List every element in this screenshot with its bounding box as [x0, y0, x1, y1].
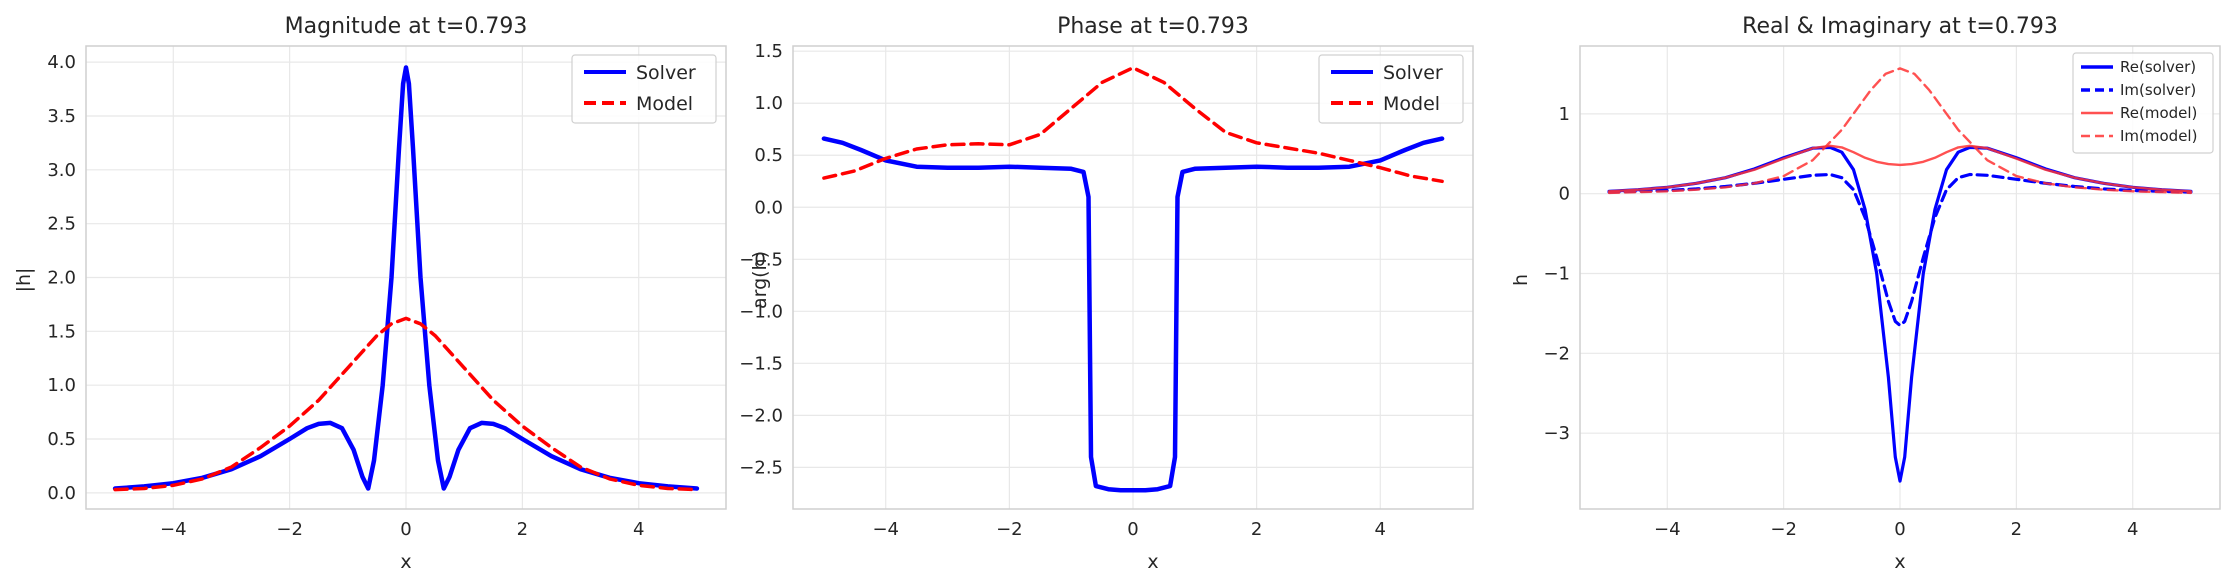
phase-x-tick-label: −4 [872, 519, 899, 540]
real-imag-panel: Real & Imaginary at t=0.793 x h −3 −2 −1 0 1… [1510, 14, 2221, 573]
real-imag-x-tick-label: 0 [1894, 519, 1905, 540]
magnitude-legend: Solver Model [571, 54, 717, 124]
real-imag-y-ticks: −3 −2 −1 0 1 [1543, 104, 1570, 444]
phase-y-tick-label: 0.0 [754, 197, 783, 218]
real-imag-y-tick-label: −2 [1543, 343, 1570, 364]
real-imag-series-re-model [1607, 144, 2193, 193]
phase-grid [793, 46, 1473, 509]
magnitude-series-model [113, 316, 699, 492]
magnitude-y-tick-label: 0.0 [47, 483, 76, 504]
phase-lines [821, 66, 1445, 493]
magnitude-y-tick-label: 1.5 [47, 321, 76, 342]
phase-x-tick-label: 4 [1375, 519, 1386, 540]
magnitude-y-tick-label: 3.0 [47, 160, 76, 181]
phase-y-tick-label: −1.5 [739, 353, 783, 374]
real-imag-legend-im-solver-label: Im(solver) [2120, 81, 2196, 99]
phase-y-tick-label: 1.0 [754, 93, 783, 114]
phase-x-tick-label: −2 [996, 519, 1023, 540]
real-imag-legend-re-solver-label: Re(solver) [2120, 58, 2196, 76]
phase-x-ticks: −4 −2 0 2 4 [872, 519, 1386, 540]
magnitude-x-tick-label: 4 [633, 519, 644, 540]
phase-title: Phase at t=0.793 [1057, 14, 1249, 39]
real-imag-legend-im-model-label: Im(model) [2120, 127, 2197, 145]
magnitude-x-tick-label: 0 [400, 519, 411, 540]
real-imag-legend-box [2072, 52, 2214, 154]
magnitude-legend-model-label: Model [636, 93, 693, 115]
real-imag-x-ticks: −4 −2 0 2 4 [1654, 519, 2138, 540]
phase-frame [792, 45, 1474, 510]
real-imag-xlabel: x [1894, 551, 1905, 573]
real-imag-x-tick-label: −4 [1654, 519, 1681, 540]
magnitude-x-tick-label: 2 [517, 519, 528, 540]
phase-legend-solver-label: Solver [1383, 62, 1443, 84]
magnitude-y-tick-label: 4.0 [47, 52, 76, 73]
phase-series-solver [821, 136, 1445, 493]
magnitude-y-ticks: 0.0 0.5 1.0 1.5 2.0 2.5 3.0 3.5 4.0 [47, 52, 76, 504]
phase-y-tick-label: −1.0 [739, 301, 783, 322]
magnitude-panel: Magnitude at t=0.793 x |h| 0.0 0.5 1.0 1.5 2… [13, 14, 727, 573]
magnitude-x-tick-label: −4 [160, 519, 187, 540]
real-imag-legend-re-model-label: Re(model) [2120, 104, 2197, 122]
phase-y-tick-label: −2.5 [739, 457, 783, 478]
phase-x-tick-label: 2 [1251, 519, 1262, 540]
phase-legend: Solver Model [1318, 54, 1464, 124]
phase-y-tick-label: −2.0 [739, 405, 783, 426]
real-imag-title: Real & Imaginary at t=0.793 [1742, 14, 2058, 39]
magnitude-xlabel: x [400, 551, 411, 573]
phase-ylabel: arg(h) [749, 251, 771, 309]
magnitude-ylabel: |h| [13, 268, 35, 293]
phase-xlabel: x [1147, 551, 1158, 573]
magnitude-lines [112, 65, 700, 492]
real-imag-series-im-model [1607, 67, 2193, 195]
magnitude-x-tick-label: −2 [276, 519, 303, 540]
phase-series-model [822, 66, 1444, 184]
real-imag-legend: Re(solver) Im(solver) Re(model) Im(model… [2072, 52, 2214, 154]
real-imag-ylabel: h [1510, 274, 1532, 286]
real-imag-x-tick-label: 2 [2011, 519, 2022, 540]
magnitude-title: Magnitude at t=0.793 [285, 14, 528, 39]
phase-y-tick-label: 0.5 [754, 145, 783, 166]
magnitude-series-solver [112, 65, 700, 491]
magnitude-legend-solver-label: Solver [636, 62, 696, 84]
real-imag-y-tick-label: −1 [1543, 264, 1570, 285]
phase-panel: Phase at t=0.793 x arg(h) −2.5 −2.0 −1.5 −1… [739, 14, 1474, 573]
magnitude-y-tick-label: 0.5 [47, 429, 76, 450]
phase-y-ticks: −2.5 −2.0 −1.5 −1.0 −0.5 0.0 0.5 1.0 1.5 [739, 41, 783, 478]
real-imag-lines [1607, 67, 2193, 483]
phase-x-tick-label: 0 [1127, 519, 1138, 540]
phase-legend-model-label: Model [1383, 93, 1440, 115]
real-imag-x-tick-label: −2 [1770, 519, 1797, 540]
magnitude-x-ticks: −4 −2 0 2 4 [160, 519, 644, 540]
magnitude-frame [85, 45, 727, 510]
magnitude-y-tick-label: 1.0 [47, 375, 76, 396]
magnitude-y-tick-label: 2.5 [47, 214, 76, 235]
real-imag-frame [1579, 45, 2221, 510]
real-imag-y-tick-label: 1 [1559, 104, 1570, 125]
real-imag-y-tick-label: −3 [1543, 423, 1570, 444]
magnitude-y-tick-label: 2.0 [47, 268, 76, 289]
magnitude-y-tick-label: 3.5 [47, 106, 76, 127]
real-imag-y-tick-label: 0 [1559, 184, 1570, 205]
phase-y-tick-label: −0.5 [739, 249, 783, 270]
phase-y-tick-label: 1.5 [754, 41, 783, 62]
real-imag-x-tick-label: 4 [2127, 519, 2138, 540]
